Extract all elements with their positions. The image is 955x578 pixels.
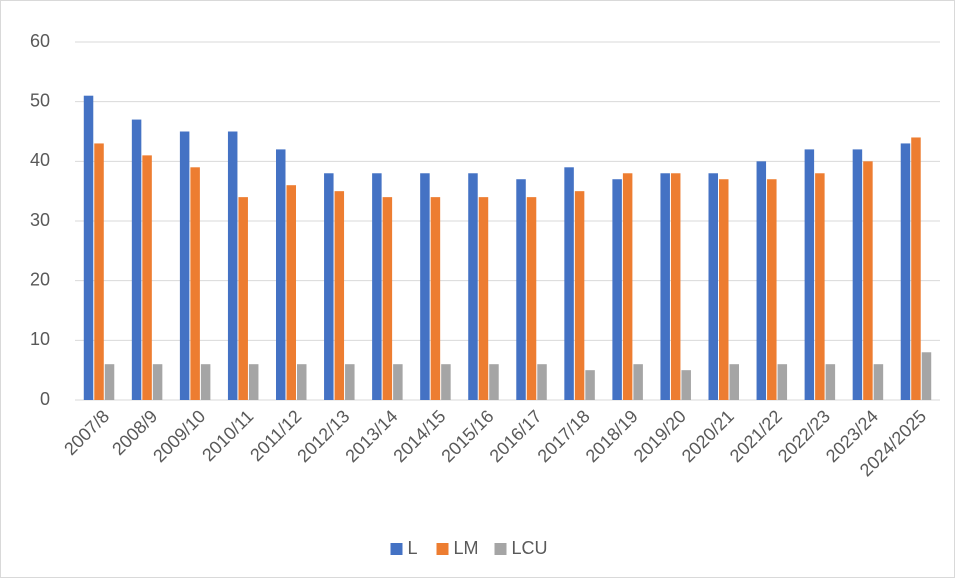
bar <box>382 197 393 400</box>
bar <box>852 149 863 400</box>
bar <box>200 364 211 400</box>
bar <box>489 364 499 400</box>
bar <box>248 364 259 400</box>
bar <box>420 173 430 400</box>
bar <box>921 352 932 400</box>
legend-swatch <box>436 543 449 555</box>
bar <box>815 173 825 400</box>
bar <box>719 179 729 400</box>
y-tick-label: 60 <box>30 31 50 51</box>
bar <box>863 161 873 400</box>
bar <box>297 364 307 400</box>
bar <box>911 137 921 400</box>
bar <box>142 155 152 400</box>
bar <box>441 364 451 400</box>
bar <box>681 370 691 400</box>
bar <box>564 167 574 400</box>
bar <box>777 364 788 400</box>
bar <box>574 191 585 400</box>
bar <box>430 197 441 400</box>
bar <box>276 149 286 400</box>
bar <box>372 173 382 400</box>
legend-swatch <box>494 543 507 555</box>
y-tick-label: 50 <box>30 90 50 110</box>
bar <box>238 197 248 400</box>
bar <box>104 364 115 400</box>
bar <box>873 364 884 400</box>
bar <box>612 179 622 400</box>
bar <box>708 173 718 400</box>
bar <box>152 364 163 400</box>
bar <box>633 364 643 400</box>
bar <box>767 179 777 400</box>
y-tick-label: 10 <box>30 329 50 349</box>
bar <box>286 185 296 400</box>
bar <box>756 161 767 400</box>
bar <box>526 197 537 400</box>
bar <box>345 364 355 400</box>
bar <box>516 179 526 400</box>
bar <box>478 197 489 400</box>
bar <box>804 149 815 400</box>
bar <box>622 173 633 400</box>
y-tick-label: 20 <box>30 269 50 289</box>
bar <box>131 119 142 401</box>
y-tick-label: 0 <box>40 389 50 409</box>
bar <box>324 173 334 400</box>
bar <box>825 364 836 400</box>
bar <box>393 364 403 400</box>
legend-label: L <box>408 538 418 558</box>
bar <box>190 167 200 400</box>
bar <box>670 173 681 400</box>
legend-swatch <box>390 543 403 555</box>
bar <box>83 95 94 400</box>
bar <box>660 173 670 400</box>
bar <box>900 143 911 400</box>
legend-label: LM <box>454 538 479 558</box>
bar <box>334 191 345 400</box>
bar <box>94 143 104 400</box>
y-tick-label: 40 <box>30 150 50 170</box>
bar <box>468 173 478 400</box>
legend-label: LCU <box>512 538 548 558</box>
bar <box>729 364 739 400</box>
y-tick-label: 30 <box>30 210 50 230</box>
bar <box>227 131 238 400</box>
bar <box>537 364 547 400</box>
bar <box>585 370 595 400</box>
bar <box>179 131 190 400</box>
